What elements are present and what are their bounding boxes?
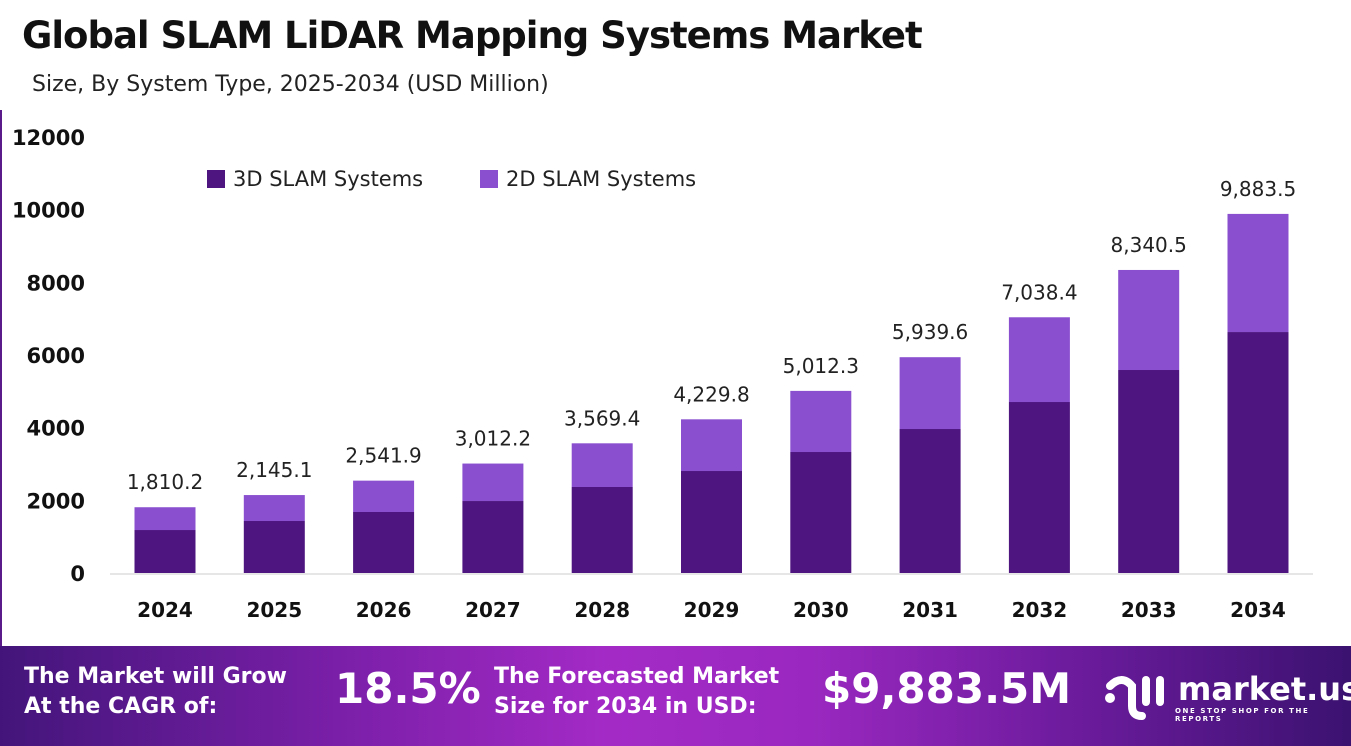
- bar-2d-2033: [1118, 269, 1180, 371]
- bar-3d-2024: [134, 530, 196, 573]
- data-label-2026: 2,541.9: [345, 444, 421, 468]
- bar-2d-2024: [134, 507, 196, 531]
- bar-2d-2028: [571, 443, 633, 487]
- forecast-label-line2: Size for 2034 in USD:: [494, 694, 757, 719]
- x-tick-label: 2030: [793, 598, 849, 622]
- market-us-logo-icon: [1105, 676, 1164, 720]
- data-label-2025: 2,145.1: [236, 458, 312, 482]
- data-label-2028: 3,569.4: [564, 406, 640, 430]
- legend-label-2d: 2D SLAM Systems: [506, 167, 696, 191]
- cagr-label-line2: At the CAGR of:: [24, 694, 218, 719]
- x-tick-label: 2031: [902, 598, 958, 622]
- legend-label-3d: 3D SLAM Systems: [233, 167, 423, 191]
- cagr-label: The Market will Grow At the CAGR of:: [24, 662, 287, 722]
- bar-3d-2028: [571, 486, 633, 573]
- data-label-2034: 9,883.5: [1220, 177, 1296, 201]
- forecast-value: $9,883.5M: [822, 664, 1072, 713]
- bar-2d-2030: [790, 390, 852, 453]
- chart-subtitle: Size, By System Type, 2025-2034 (USD Mil…: [32, 72, 549, 97]
- bar-3d-2033: [1118, 370, 1180, 573]
- x-tick-label: 2025: [246, 598, 302, 622]
- cagr-label-line1: The Market will Grow: [24, 664, 287, 689]
- bar-3d-2034: [1227, 332, 1289, 573]
- x-tick-label: 2032: [1012, 598, 1068, 622]
- bar-2d-2031: [899, 357, 961, 430]
- bar-3d-2031: [899, 429, 961, 573]
- bar-2d-2027: [462, 463, 524, 502]
- data-label-2024: 1,810.2: [127, 470, 203, 494]
- bar-3d-2030: [790, 452, 852, 573]
- y-tick-label: 10000: [12, 199, 85, 223]
- x-tick-label: 2033: [1121, 598, 1177, 622]
- data-label-2033: 8,340.5: [1111, 233, 1187, 257]
- forecast-label: The Forecasted Market Size for 2034 in US…: [494, 662, 779, 722]
- forecast-label-line1: The Forecasted Market: [494, 664, 780, 689]
- summary-banner: The Market will Grow At the CAGR of: 18.5…: [0, 646, 1351, 746]
- data-label-2027: 3,012.2: [455, 427, 531, 451]
- x-tick-label: 2028: [574, 598, 630, 622]
- chart: 0 2000 4000 6000 8000 10000 12000 1,810.2 2024 2,…: [0, 110, 1313, 646]
- y-tick-label: 4000: [27, 417, 85, 441]
- y-tick-label: 0: [70, 562, 85, 586]
- y-tick-label: 12000: [12, 126, 85, 150]
- bar-3d-2026: [353, 511, 415, 573]
- y-tick-label: 8000: [27, 271, 85, 295]
- cagr-value: 18.5%: [335, 664, 481, 713]
- legend-swatch-2d: [480, 170, 498, 188]
- bar-2d-2029: [681, 419, 742, 472]
- y-tick-label: 6000: [27, 344, 85, 368]
- data-label-2031: 5,939.6: [892, 320, 968, 344]
- x-tick-label: 2034: [1230, 598, 1286, 622]
- data-label-2030: 5,012.3: [783, 354, 859, 378]
- bar-2d-2026: [353, 480, 415, 512]
- x-tick-label: 2026: [356, 598, 412, 622]
- bar-2d-2025: [243, 495, 305, 522]
- logo-name: market.us: [1178, 670, 1351, 708]
- bar-3d-2029: [681, 471, 742, 573]
- data-label-2032: 7,038.4: [1001, 280, 1077, 304]
- chart-title: Global SLAM LiDAR Mapping Systems Market: [22, 14, 923, 57]
- legend-swatch-3d: [207, 170, 225, 188]
- y-tick-label: 2000: [27, 489, 85, 513]
- bar-2d-2034: [1227, 213, 1289, 333]
- data-label-2029: 4,229.8: [673, 382, 749, 406]
- bar-3d-2027: [462, 501, 524, 573]
- bar-3d-2025: [243, 521, 305, 573]
- x-tick-label: 2027: [465, 598, 521, 622]
- x-tick-label: 2029: [684, 598, 740, 622]
- logo-tagline: ONE STOP SHOP FOR THE REPORTS: [1175, 707, 1310, 723]
- x-tick-label: 2024: [137, 598, 193, 622]
- bar-2d-2032: [1008, 317, 1070, 403]
- bar-3d-2032: [1008, 402, 1070, 573]
